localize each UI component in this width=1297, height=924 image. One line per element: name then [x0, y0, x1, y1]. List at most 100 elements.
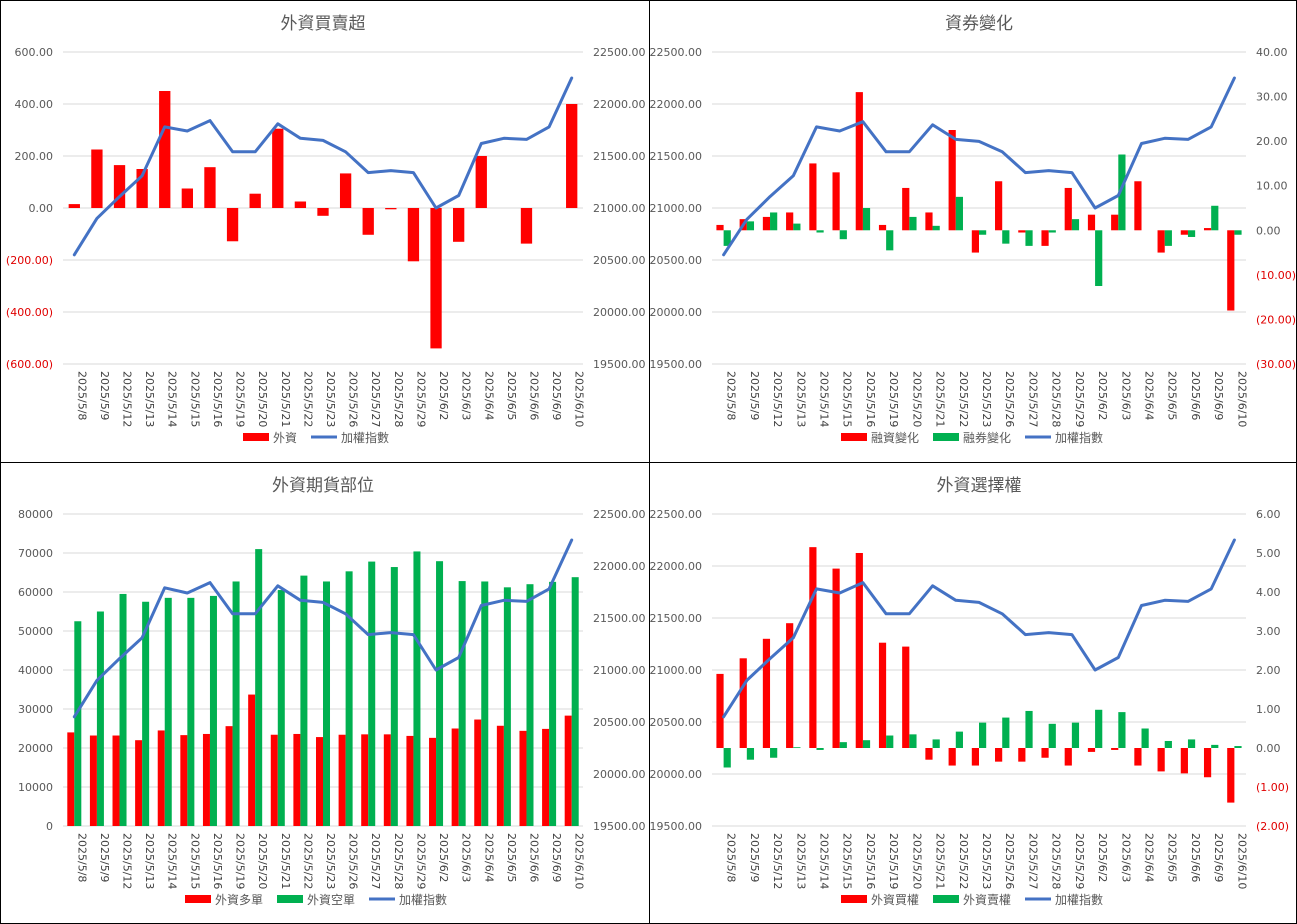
chart-title: 外資買賣超	[281, 14, 366, 34]
bar-series-b	[1071, 219, 1080, 231]
bar-series-a	[832, 568, 840, 748]
x-tick-label: 2025/5/23	[980, 371, 993, 427]
bar-series-a	[1041, 748, 1049, 758]
bar-series-a	[1134, 748, 1142, 766]
chart-panel-foreign-net-buy: 外資買賣超 (600.00) (400.00) (200.00) 0.00 200.00 4…	[0, 0, 650, 463]
bar-series-a	[762, 216, 771, 231]
bar-series-b	[816, 230, 824, 233]
x-tick-label: 2025/5/22	[957, 371, 970, 427]
bar-series-b	[1118, 154, 1126, 231]
bar-series-b	[368, 561, 376, 826]
x-tick-label: 2025/5/14	[166, 371, 179, 427]
x-tick-label: 2025/5/15	[841, 371, 854, 427]
bar-series-a	[429, 737, 437, 826]
bar-series-a	[67, 732, 75, 826]
bar-series-b	[746, 221, 755, 231]
bar-series-a	[995, 748, 1003, 762]
y-right-tick-label: (20.00)	[1256, 313, 1296, 326]
bar-series-b	[1211, 744, 1219, 748]
x-tick-label: 2025/5/21	[279, 371, 292, 427]
bar-series-b	[723, 230, 731, 246]
bar-series-a	[112, 735, 120, 826]
x-tick-label: 2025/5/28	[392, 833, 405, 889]
x-tick-label: 2025/6/9	[550, 833, 563, 882]
y-left-tick-label: 0.00	[29, 202, 54, 215]
x-tick-label: 2025/5/8	[725, 833, 738, 882]
y-right-tick-label: (10.00)	[1256, 269, 1296, 282]
x-tick-label: 2025/5/12	[771, 371, 784, 427]
bar-series-a	[181, 188, 193, 208]
bar-series-a	[564, 715, 572, 826]
x-tick-label: 2025/5/12	[121, 371, 134, 427]
x-tick-label: 2025/5/28	[392, 371, 405, 427]
x-tick-label: 2025/5/22	[301, 833, 314, 889]
bar-series-a	[474, 719, 482, 826]
bar-series-b	[1095, 709, 1103, 748]
bar-series-b	[979, 722, 987, 748]
bar-series-a	[925, 212, 933, 231]
bar-series-b	[886, 230, 894, 251]
x-tick-label: 2025/5/13	[143, 833, 156, 889]
x-tick-label: 2025/6/9	[550, 371, 563, 420]
x-tick-label: 2025/6/5	[505, 833, 518, 882]
x-tick-label: 2025/5/19	[234, 371, 247, 427]
x-tick-label: 2025/6/3	[460, 371, 473, 420]
y-right-tick-label: 0.00	[1256, 224, 1281, 237]
bar-series-b	[839, 742, 847, 748]
x-tick-label: 2025/6/9	[1212, 833, 1225, 882]
bar-series-a	[159, 91, 171, 208]
y-right-tick-label: 3.00	[1256, 625, 1281, 638]
x-tick-label: 2025/5/14	[817, 833, 830, 889]
bar-series-b	[1234, 230, 1242, 235]
chart-title: 外資選擇權	[937, 476, 1022, 496]
bar-series-b	[1164, 230, 1172, 246]
x-tick-label: 2025/5/8	[75, 371, 88, 420]
y-right-tick-label: (30.00)	[1256, 358, 1296, 371]
x-tick-label: 2025/6/6	[1189, 833, 1202, 882]
bar-series-a	[361, 734, 369, 826]
bar-series-b	[932, 739, 940, 748]
bar-series-b	[1095, 230, 1103, 286]
x-tick-label: 2025/5/14	[817, 371, 830, 427]
bar-series-a	[739, 658, 747, 748]
bar-series-b	[549, 581, 557, 826]
y-left-tick-label: 400.00	[15, 98, 54, 111]
bar-series-a	[878, 642, 887, 748]
bar-series-b	[74, 621, 82, 826]
bar-series-a	[202, 733, 210, 826]
y-left-tick-label: 22500.00	[650, 46, 702, 59]
x-tick-label: 2025/5/27	[369, 833, 382, 889]
x-tick-label: 2025/5/13	[794, 833, 807, 889]
x-tick-label: 2025/6/5	[1166, 833, 1179, 882]
x-tick-label: 2025/5/9	[748, 833, 761, 882]
bar-series-b	[142, 601, 150, 826]
bar-series-a	[406, 735, 414, 826]
bar-series-b	[1118, 712, 1126, 748]
x-tick-label: 2025/5/29	[1073, 371, 1086, 427]
bar-series-a	[1018, 748, 1026, 762]
y-left-tick-label: (600.00)	[6, 358, 53, 371]
legend-label: 融券變化	[963, 430, 1011, 445]
y-left-tick-label: 0	[46, 820, 53, 833]
bar-series-a	[566, 104, 578, 208]
x-tick-label: 2025/6/4	[482, 833, 495, 882]
index-line	[722, 76, 1236, 257]
x-tick-label: 2025/6/5	[1166, 371, 1179, 420]
x-tick-label: 2025/5/28	[1050, 833, 1063, 889]
y-left-tick-label: 22000.00	[650, 98, 702, 111]
bar-series-a	[878, 224, 887, 231]
y-left-tick-label: 600.00	[15, 46, 54, 59]
bar-series-b	[909, 734, 917, 748]
legend-swatch	[185, 895, 211, 903]
legend-swatch	[933, 433, 959, 441]
chart-panel-margin-short-change: 資券變化 19500.00 20000.00 20500.00 21000.00 2150…	[649, 0, 1297, 463]
x-tick-label: 2025/6/2	[437, 371, 450, 420]
legend-label: 加權指數	[341, 430, 389, 445]
bar-series-a	[809, 547, 817, 748]
legend-swatch	[841, 895, 867, 903]
y-right-tick-label: 19500.00	[593, 358, 646, 371]
y-left-tick-label: 20000	[18, 742, 53, 755]
bar-series-b	[345, 571, 353, 826]
legend-swatch	[841, 433, 867, 441]
bar-series-b	[955, 731, 963, 748]
